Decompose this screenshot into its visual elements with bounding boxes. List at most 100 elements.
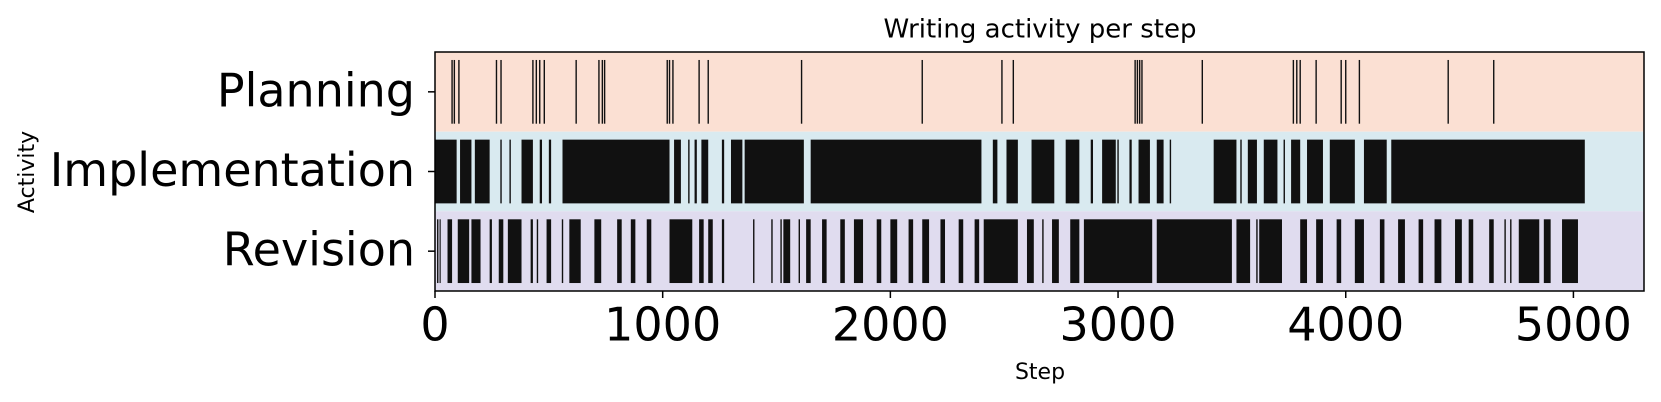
activity-span — [1247, 139, 1257, 204]
activity-span — [1052, 219, 1059, 284]
activity-span — [853, 219, 864, 284]
activity-span — [669, 219, 693, 284]
activity-span — [1363, 139, 1387, 204]
activity-span — [822, 219, 827, 284]
activity-span — [1307, 139, 1323, 204]
activity-span — [1156, 139, 1164, 204]
activity-span — [840, 219, 845, 284]
activity-span — [940, 219, 946, 284]
activity-span — [530, 219, 533, 284]
chart-title: Writing activity per step — [884, 15, 1197, 45]
activity-span — [498, 219, 504, 284]
activity-span — [489, 219, 492, 284]
activity-span — [548, 139, 552, 204]
activity-span — [908, 219, 914, 284]
activity-span — [447, 219, 453, 284]
activity-span — [1263, 139, 1278, 204]
activity-span — [1379, 219, 1385, 284]
band — [435, 52, 1644, 132]
activity-span — [701, 139, 709, 204]
activity-span — [1026, 219, 1034, 284]
activity-span — [1259, 219, 1282, 284]
activity-span — [744, 139, 804, 204]
activity-span — [1102, 139, 1116, 204]
x-axis-label: Step — [1015, 360, 1065, 385]
activity-span — [1156, 219, 1232, 284]
activity-span — [721, 219, 725, 284]
activity-span — [708, 219, 713, 284]
activity-span — [457, 219, 470, 284]
activity-span — [1236, 219, 1251, 284]
activity-span — [992, 139, 998, 204]
activity-span — [471, 219, 481, 284]
activity-span — [1300, 219, 1308, 284]
activity-span — [810, 139, 982, 204]
activity-span — [1434, 219, 1442, 284]
activity-span — [439, 219, 441, 284]
activity-span — [1543, 219, 1551, 284]
activity-span — [1398, 219, 1405, 284]
activity-span — [958, 219, 964, 284]
activity-span — [1291, 139, 1301, 204]
activity-span — [617, 219, 622, 284]
activity-span — [806, 219, 811, 284]
activity-span — [1518, 219, 1540, 284]
activity-span — [474, 139, 490, 204]
x-tick-label: 2000 — [832, 298, 949, 352]
activity-span — [507, 219, 522, 284]
activity-span — [1489, 219, 1494, 284]
activity-span — [1316, 219, 1323, 284]
activity-span — [1354, 219, 1364, 284]
activity-span — [974, 219, 980, 284]
activity-span — [922, 219, 930, 284]
x-tick-label: 0 — [420, 298, 449, 352]
activity-span — [646, 219, 652, 284]
activity-span — [1083, 219, 1153, 284]
activity-span — [1213, 139, 1237, 204]
activity-span — [1455, 219, 1462, 284]
x-tick-label: 5000 — [1515, 298, 1632, 352]
activity-span — [1468, 219, 1474, 284]
activity-span — [890, 219, 898, 284]
activity-span — [569, 219, 581, 284]
activity-span — [730, 139, 743, 204]
activity-span — [1562, 219, 1578, 284]
activity-span — [1138, 139, 1150, 204]
activity-span — [521, 139, 533, 204]
band — [435, 211, 1644, 291]
activity-span — [783, 219, 791, 284]
activity-span — [674, 139, 681, 204]
y-tick-label: Revision — [223, 223, 415, 277]
activity-span — [876, 219, 882, 284]
activity-span — [1065, 139, 1080, 204]
activity-span — [1329, 139, 1355, 204]
x-tick-label: 4000 — [1287, 298, 1404, 352]
y-tick-label: Planning — [217, 63, 415, 117]
activity-span — [539, 139, 543, 204]
y-tick-label: Implementation — [50, 143, 415, 197]
activity-span — [1418, 219, 1424, 284]
activity-span — [721, 139, 725, 204]
activity-span — [1006, 139, 1018, 204]
x-tick-label: 3000 — [1060, 298, 1177, 352]
activity-span — [694, 139, 697, 204]
activity-span — [594, 219, 602, 284]
activity-span — [546, 219, 552, 284]
plot-frame — [434, 51, 1645, 292]
activity-span — [562, 139, 670, 204]
activity-span — [1391, 139, 1585, 204]
y-axis-label: Activity — [15, 131, 40, 213]
activity-span — [1090, 139, 1094, 204]
activity-span — [435, 139, 457, 204]
activity-span — [983, 219, 1018, 284]
activity-span — [630, 219, 636, 284]
x-tick-label: 1000 — [604, 298, 721, 352]
activity-span — [699, 219, 704, 284]
activity-span — [460, 139, 472, 204]
activity-span — [1070, 219, 1080, 284]
activity-span — [1336, 219, 1342, 284]
activity-span — [1031, 139, 1055, 204]
activity-span — [1129, 139, 1132, 204]
